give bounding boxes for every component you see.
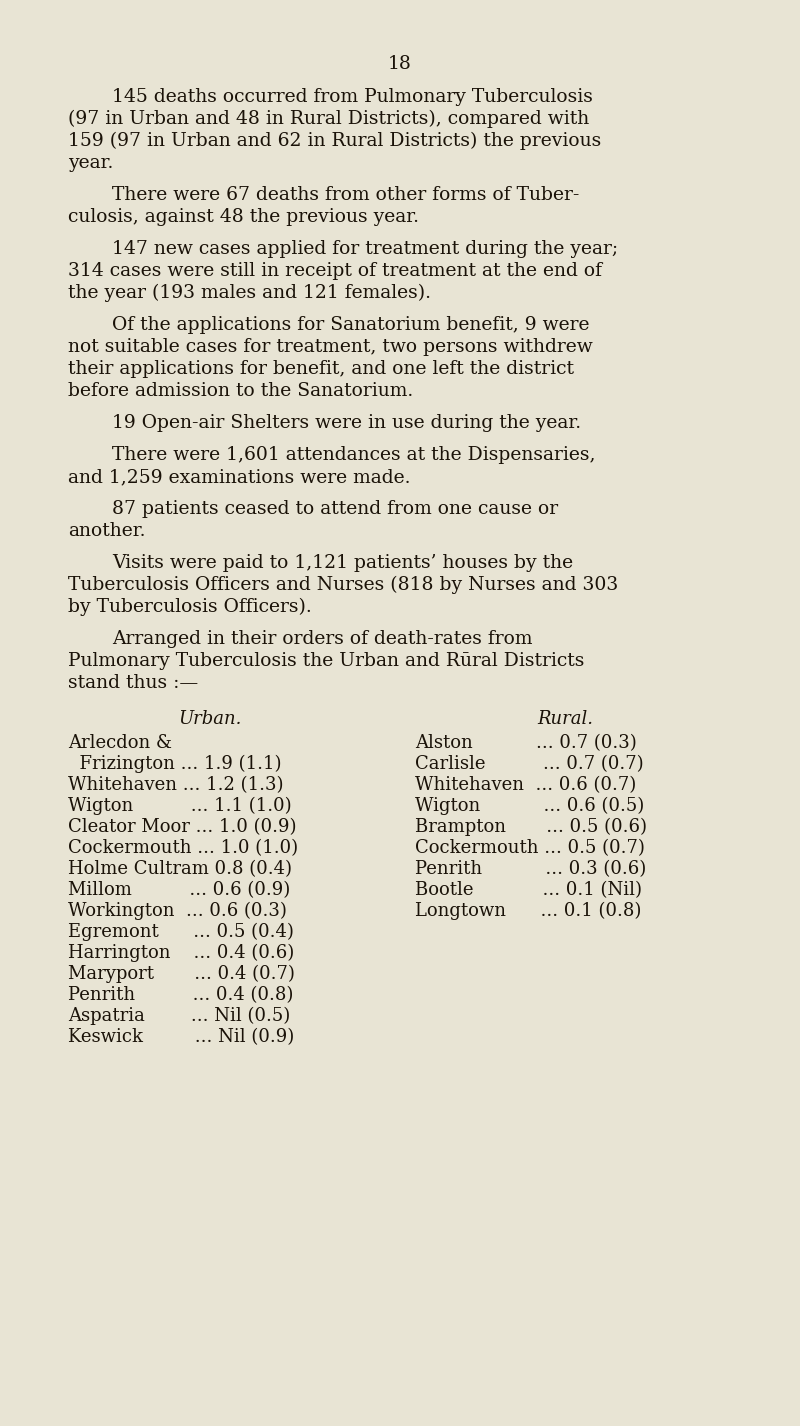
- Text: Harrington    ... 0.4 (0.6): Harrington ... 0.4 (0.6): [68, 944, 294, 963]
- Text: 314 cases were still in receipt of treatment at the end of: 314 cases were still in receipt of treat…: [68, 262, 602, 279]
- Text: Wigton          ... 1.1 (1.0): Wigton ... 1.1 (1.0): [68, 797, 292, 816]
- Text: the year (193 males and 121 females).: the year (193 males and 121 females).: [68, 284, 431, 302]
- Text: and 1,259 examinations were made.: and 1,259 examinations were made.: [68, 468, 410, 486]
- Text: Alston           ... 0.7 (0.3): Alston ... 0.7 (0.3): [415, 734, 637, 752]
- Text: There were 67 deaths from other forms of Tuber-: There were 67 deaths from other forms of…: [112, 185, 579, 204]
- Text: Pulmonary Tuberculosis the Urban and Rūral Districts: Pulmonary Tuberculosis the Urban and Rūr…: [68, 652, 584, 670]
- Text: 145 deaths occurred from Pulmonary Tuberculosis: 145 deaths occurred from Pulmonary Tuber…: [112, 88, 593, 106]
- Text: Arlecdon &: Arlecdon &: [68, 734, 172, 752]
- Text: Wigton           ... 0.6 (0.5): Wigton ... 0.6 (0.5): [415, 797, 644, 816]
- Text: Aspatria        ... Nil (0.5): Aspatria ... Nil (0.5): [68, 1007, 290, 1025]
- Text: Bootle            ... 0.1 (Nil): Bootle ... 0.1 (Nil): [415, 881, 642, 898]
- Text: Urban.: Urban.: [178, 710, 242, 729]
- Text: year.: year.: [68, 154, 114, 173]
- Text: Holme Cultram 0.8 (0.4): Holme Cultram 0.8 (0.4): [68, 860, 292, 878]
- Text: culosis, against 48 the previous year.: culosis, against 48 the previous year.: [68, 208, 419, 225]
- Text: Penrith          ... 0.4 (0.8): Penrith ... 0.4 (0.8): [68, 985, 294, 1004]
- Text: Tuberculosis Officers and Nurses (818 by Nurses and 303: Tuberculosis Officers and Nurses (818 by…: [68, 576, 618, 595]
- Text: not suitable cases for treatment, two persons withdrew: not suitable cases for treatment, two pe…: [68, 338, 593, 356]
- Text: by Tuberculosis Officers).: by Tuberculosis Officers).: [68, 597, 312, 616]
- Text: Cockermouth ... 0.5 (0.7): Cockermouth ... 0.5 (0.7): [415, 838, 645, 857]
- Text: Workington  ... 0.6 (0.3): Workington ... 0.6 (0.3): [68, 903, 287, 920]
- Text: Brampton       ... 0.5 (0.6): Brampton ... 0.5 (0.6): [415, 819, 647, 836]
- Text: Frizington ... 1.9 (1.1): Frizington ... 1.9 (1.1): [68, 754, 282, 773]
- Text: Visits were paid to 1,121 patients’ houses by the: Visits were paid to 1,121 patients’ hous…: [112, 553, 573, 572]
- Text: before admission to the Sanatorium.: before admission to the Sanatorium.: [68, 382, 414, 401]
- Text: Whitehaven  ... 0.6 (0.7): Whitehaven ... 0.6 (0.7): [415, 776, 636, 794]
- Text: Carlisle          ... 0.7 (0.7): Carlisle ... 0.7 (0.7): [415, 754, 644, 773]
- Text: Arranged in their orders of death-rates from: Arranged in their orders of death-rates …: [112, 630, 533, 647]
- Text: 87 patients ceased to attend from one cause or: 87 patients ceased to attend from one ca…: [112, 501, 558, 518]
- Text: (97 in Urban and 48 in Rural Districts), compared with: (97 in Urban and 48 in Rural Districts),…: [68, 110, 590, 128]
- Text: Of the applications for Sanatorium benefit, 9 were: Of the applications for Sanatorium benef…: [112, 317, 590, 334]
- Text: Rural.: Rural.: [537, 710, 593, 729]
- Text: There were 1,601 attendances at the Dispensaries,: There were 1,601 attendances at the Disp…: [112, 446, 595, 463]
- Text: Whitehaven ... 1.2 (1.3): Whitehaven ... 1.2 (1.3): [68, 776, 283, 794]
- Text: Penrith           ... 0.3 (0.6): Penrith ... 0.3 (0.6): [415, 860, 646, 878]
- Text: Cockermouth ... 1.0 (1.0): Cockermouth ... 1.0 (1.0): [68, 838, 298, 857]
- Text: 18: 18: [388, 56, 412, 73]
- Text: Millom          ... 0.6 (0.9): Millom ... 0.6 (0.9): [68, 881, 290, 898]
- Text: stand thus :—: stand thus :—: [68, 674, 198, 692]
- Text: 159 (97 in Urban and 62 in Rural Districts) the previous: 159 (97 in Urban and 62 in Rural Distric…: [68, 133, 602, 150]
- Text: their applications for benefit, and one left the district: their applications for benefit, and one …: [68, 359, 574, 378]
- Text: Maryport       ... 0.4 (0.7): Maryport ... 0.4 (0.7): [68, 965, 295, 984]
- Text: Cleator Moor ... 1.0 (0.9): Cleator Moor ... 1.0 (0.9): [68, 819, 297, 836]
- Text: Egremont      ... 0.5 (0.4): Egremont ... 0.5 (0.4): [68, 923, 294, 941]
- Text: Keswick         ... Nil (0.9): Keswick ... Nil (0.9): [68, 1028, 294, 1047]
- Text: Longtown      ... 0.1 (0.8): Longtown ... 0.1 (0.8): [415, 903, 642, 920]
- Text: 19 Open-air Shelters were in use during the year.: 19 Open-air Shelters were in use during …: [112, 414, 581, 432]
- Text: 147 new cases applied for treatment during the year;: 147 new cases applied for treatment duri…: [112, 240, 618, 258]
- Text: another.: another.: [68, 522, 146, 540]
